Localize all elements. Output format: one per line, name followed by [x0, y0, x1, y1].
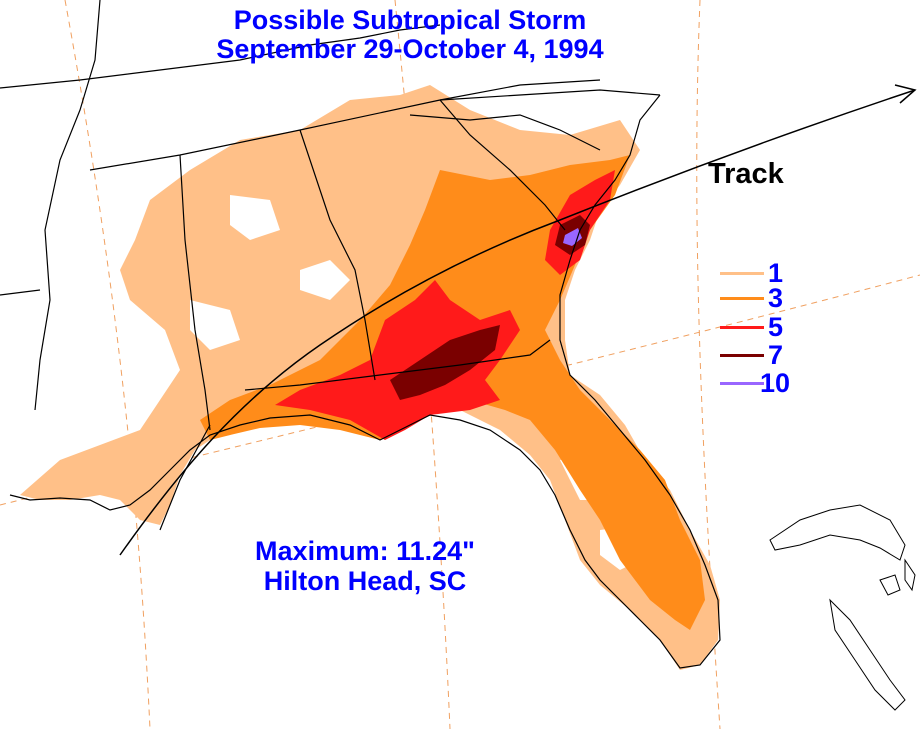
legend-swatch: [720, 297, 764, 300]
rainfall-contour-5in: [275, 280, 520, 440]
legend-swatch: [720, 382, 764, 385]
map-title: Possible Subtropical Storm: [233, 5, 587, 35]
state-borders: [0, 0, 661, 431]
legend-swatch: [720, 326, 764, 329]
legend-label: 5: [768, 312, 784, 342]
legend-label: 3: [768, 283, 784, 313]
rainfall-contour-10in: [563, 228, 582, 246]
legend-swatch: [720, 354, 764, 357]
maximum-location: Hilton Head, SC: [263, 566, 467, 596]
track-arrowhead: [894, 84, 917, 104]
track-label: Track: [708, 158, 784, 190]
caribbean-islands: [769, 504, 916, 711]
storm-track: [119, 89, 916, 556]
coastline: [9, 94, 721, 669]
legend-label: 10: [760, 368, 791, 398]
legend-label: 1: [768, 258, 784, 288]
rainfall-contour-7in: [390, 325, 500, 400]
legend-label: 7: [768, 340, 784, 370]
maximum-value: Maximum: 11.24": [255, 536, 475, 566]
legend-swatch: [720, 272, 764, 275]
map-subtitle: September 29-October 4, 1994: [216, 34, 604, 64]
secondary-track: [159, 424, 211, 531]
